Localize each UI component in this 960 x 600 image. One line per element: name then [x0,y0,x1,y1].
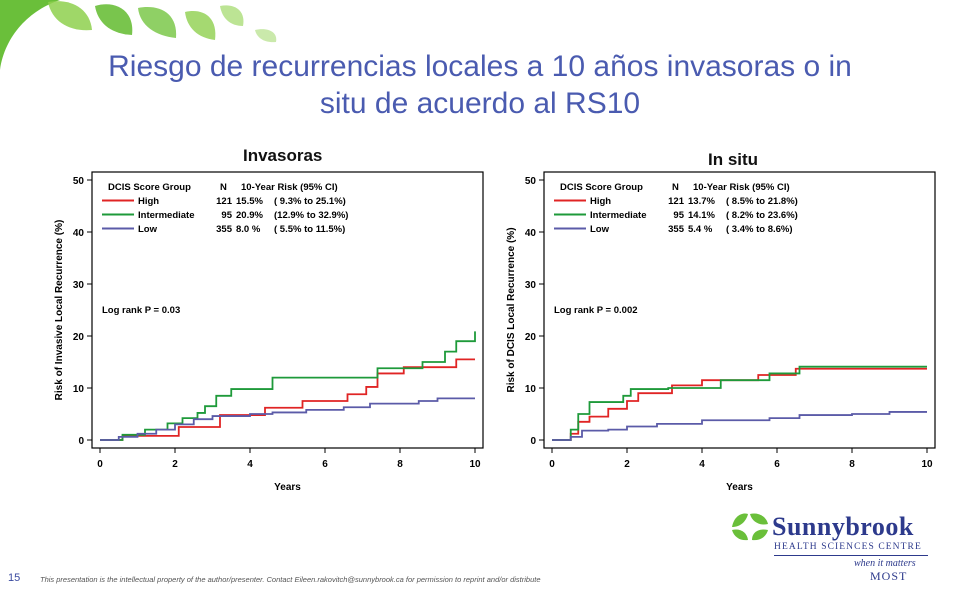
invasive-y-tick-label: 0 [78,436,84,447]
panel-title-in-situ: In situ [708,150,759,169]
in-situ-legend-n-high: 121 [668,196,685,207]
invasive-series-low-line [100,397,475,441]
chart-in-situ: 0 10 20 30 40 50 0 2 4 6 8 10 Years Risk of DCIS Loca… [482,140,942,500]
invasive-x-tick-label: 2 [172,459,178,470]
chart-invasive: 0 10 20 30 40 50 0 2 4 6 8 10 Years Risk of Invasive … [30,140,490,500]
in-situ-x-tick-label: 8 [849,459,855,470]
in-situ-y-tick-label: 20 [525,332,537,343]
in-situ-y-tick-label: 10 [525,384,537,395]
slide-title: Riesgo de recurrencias locales a 10 años… [40,48,920,122]
in-situ-y-tick-label: 30 [525,280,537,291]
invasive-x-axis-label: Years [274,482,301,493]
invasive-legend-header-risk: 10-Year Risk (95% CI) [241,182,338,193]
logo-subtitle: HEALTH SCIENCES CENTRE [774,542,922,552]
chart-in-situ-svg: 0 10 20 30 40 50 0 2 4 6 8 10 Years Risk of DCIS Loca… [506,171,936,493]
logo-tagline-most: MOST [870,569,908,583]
invasive-legend-ci-high: ( 9.3% to 25.1%) [274,196,346,207]
slide-number: 15 [8,572,21,584]
in-situ-plot-frame [543,171,936,449]
footer-note: This presentation is the intellectual pr… [40,575,541,584]
invasive-y-tick-label: 40 [73,228,85,239]
slide-title-line2: situ de acuerdo al RS10 [319,87,641,120]
in-situ-y-axis-label: Risk of DCIS Local Recurrence (%) [506,227,517,392]
invasive-legend-header-n: N [220,182,227,193]
invasive-x-tick-label: 8 [397,459,403,470]
invasive-legend-label-high: High [138,196,159,207]
leaf-icon [185,11,216,40]
logo-leaf-icon [732,513,768,541]
logo-tagline: when it matters [854,558,916,569]
leaf-icon [0,0,60,70]
invasive-legend-n-high: 121 [216,196,233,207]
in-situ-legend-label-high: High [590,196,611,207]
in-situ-x-axis-label: Years [726,482,753,493]
invasive-y-tick-label: 20 [73,332,85,343]
in-situ-x-tick-label: 10 [921,459,933,470]
invasive-legend-header-group: DCIS Score Group [108,182,191,193]
in-situ-logrank-annotation: Log rank P = 0.002 [554,305,638,316]
in-situ-legend-ci-intermediate: ( 8.2% to 23.6%) [726,210,798,221]
invasive-legend-ci-low: ( 5.5% to 11.5%) [274,224,345,235]
invasive-y-tick-label: 10 [73,384,85,395]
invasive-series-high-line [100,358,475,441]
in-situ-legend-ci-low: ( 3.4% to 8.6%) [726,224,793,235]
invasive-plot-frame [91,171,484,449]
leaf-icon [138,7,177,39]
invasive-y-tick-label: 30 [73,280,85,291]
in-situ-legend-n-intermediate: 95 [673,210,684,221]
in-situ-series-intermediate-line [552,365,927,441]
sunnybrook-logo: Sunnybrook HEALTH SCIENCES CENTRE when i… [730,508,950,588]
invasive-legend-risk-low: 8.0 % [236,224,261,235]
slide-title-line1: Riesgo de recurrencias locales a 10 años… [108,50,852,83]
chart-invasive-svg: 0 10 20 30 40 50 0 2 4 6 8 10 Years Risk of Invasive … [54,171,484,493]
leaf-icon [220,5,244,26]
in-situ-x-tick-label: 2 [624,459,630,470]
invasive-x-tick-label: 10 [469,459,481,470]
in-situ-legend-n-low: 355 [668,224,685,235]
in-situ-legend-header-group: DCIS Score Group [560,182,643,193]
leaf-icon [255,29,277,43]
invasive-y-axis-label: Risk of Invasive Local Recurrence (%) [54,220,65,401]
invasive-y-tick-label: 50 [73,176,85,187]
in-situ-series-low-line [552,411,927,441]
in-situ-x-tick-label: 6 [774,459,780,470]
in-situ-x-tick-label: 0 [549,459,555,470]
invasive-legend-label-intermediate: Intermediate [138,210,195,221]
in-situ-legend-risk-low: 5.4 % [688,224,713,235]
invasive-legend-risk-high: 15.5% [236,196,263,207]
invasive-legend-n-low: 355 [216,224,233,235]
invasive-x-tick-label: 4 [247,459,253,470]
invasive-legend-label-low: Low [138,224,158,235]
in-situ-y-tick-label: 0 [530,436,536,447]
leaf-icon [48,1,92,31]
logo-name: Sunnybrook [772,512,914,541]
invasive-legend-risk-intermediate: 20.9% [236,210,263,221]
in-situ-y-tick-label: 40 [525,228,537,239]
invasive-legend-ci-intermediate: (12.9% to 32.9%) [274,210,348,221]
invasive-series-intermediate-line [100,331,476,441]
in-situ-legend-risk-intermediate: 14.1% [688,210,715,221]
leaf-banner [0,0,277,70]
in-situ-legend-header-risk: 10-Year Risk (95% CI) [693,182,790,193]
in-situ-legend-header-n: N [672,182,679,193]
invasive-x-tick-label: 0 [97,459,103,470]
panel-title-invasive: Invasoras [243,146,323,165]
in-situ-x-tick-label: 4 [699,459,705,470]
in-situ-legend-label-intermediate: Intermediate [590,210,647,221]
leaf-icon [95,4,133,36]
invasive-x-tick-label: 6 [322,459,328,470]
invasive-logrank-annotation: Log rank P = 0.03 [102,305,180,316]
in-situ-legend-risk-high: 13.7% [688,196,715,207]
in-situ-y-tick-label: 50 [525,176,537,187]
logo-divider [774,555,928,556]
in-situ-legend-ci-high: ( 8.5% to 21.8%) [726,196,798,207]
in-situ-legend-label-low: Low [590,224,610,235]
invasive-legend-n-intermediate: 95 [221,210,232,221]
